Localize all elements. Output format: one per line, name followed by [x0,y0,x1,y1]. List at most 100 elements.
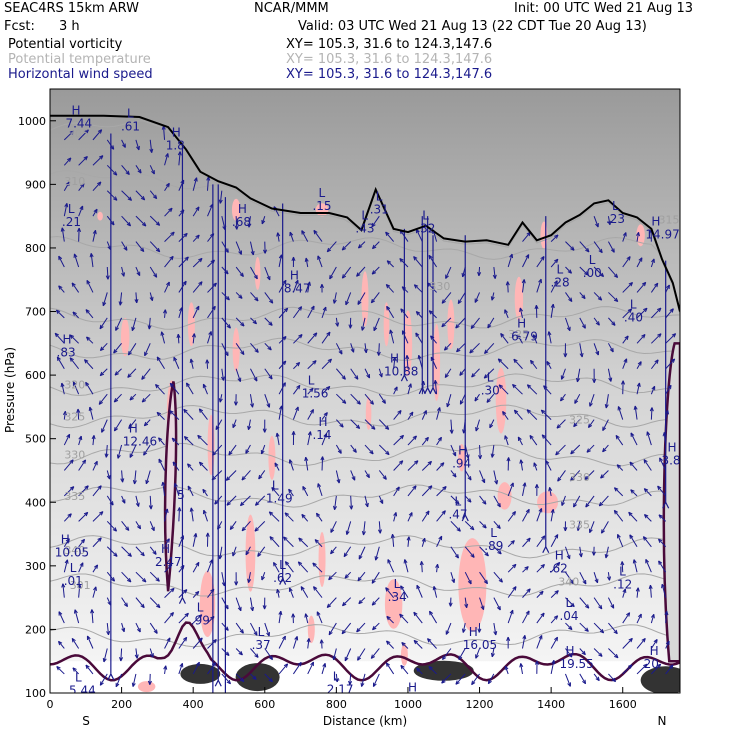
wind-arrowhead [113,196,118,201]
wind-vector [593,648,603,657]
wind-arrowhead [113,426,118,432]
wind-arrowhead [610,248,615,253]
wind-arrowhead [512,563,517,569]
wind-vector [172,461,180,471]
wind-arrowhead [613,629,618,635]
wind-vector [261,444,266,455]
wind-vector [307,409,314,420]
wind-vector [636,334,646,344]
wind-arrowhead [356,628,361,633]
wind-arrowhead [80,183,85,188]
wind-arrowhead [254,653,259,658]
field-wind-name: Horizontal wind speed [8,67,153,82]
wind-vector [665,358,676,370]
theta-label: 325 [64,410,85,423]
pv-pink-blob [447,299,455,349]
wind-vector [636,307,648,319]
wind-vector [245,444,251,454]
wind-arrowhead [399,613,404,619]
wind-arrowhead [257,552,262,557]
wind-vector [78,485,89,497]
wind-vector [421,538,426,547]
wind-arrowhead [304,257,309,263]
pv-extremum-value: 10.05 [55,546,89,560]
wind-arrowhead [365,473,370,479]
wind-vector [149,648,154,658]
wind-arrowhead [247,223,252,228]
wind-arrowhead [84,359,89,364]
wind-arrowhead [229,525,234,530]
wind-arrowhead [317,483,322,488]
wind-vector [121,241,128,251]
pv-extremum-value: .62 [273,571,292,585]
wind-vector [522,482,526,497]
pv-extremum-value: .34 [388,590,407,604]
wind-vector [536,564,545,573]
wind-arrowhead [444,373,449,378]
wind-arrowhead [425,510,430,515]
wind-vector [636,382,640,395]
wind-arrowhead [73,253,78,258]
wind-vector [633,559,638,573]
wind-vector [58,611,65,624]
wind-arrowhead [98,155,104,160]
wind-vector [491,444,495,458]
wind-vector [584,470,595,481]
wind-vector [455,317,466,329]
wind-vector [593,597,603,610]
wind-arrowhead [295,361,301,367]
pv-extremum-type: H [318,415,327,429]
pv-extremum-value: .43 [355,221,374,235]
wind-arrowhead [513,358,518,364]
wind-arrowhead [602,426,607,431]
wind-vector [622,335,629,344]
wind-vector [135,215,147,227]
wind-arrowhead [97,181,102,186]
wind-arrowhead [143,451,148,456]
wind-arrowhead [600,474,605,479]
wind-vector [536,256,545,268]
wind-arrowhead [666,284,670,290]
wind-vector [593,241,603,254]
wind-vector [378,470,387,480]
pv-extremum-value: 8.47 [284,282,311,296]
wind-arrowhead [150,653,154,658]
wind-arrowhead [93,460,98,466]
wind-arrowhead [529,359,535,365]
wind-vector [622,638,633,649]
wind-vector [622,282,633,293]
wind-arrowhead [568,625,573,631]
wind-arrowhead [64,559,69,564]
wind-vector [649,585,652,598]
wind-arrowhead [173,356,178,362]
wind-vector [73,253,80,268]
wind-arrowhead [341,246,347,251]
wind-vector [143,419,151,427]
wind-arrowhead [458,655,463,661]
wind-arrowhead [622,588,627,593]
wind-vector [378,521,381,534]
wind-vector [579,292,586,299]
wind-arrowhead [296,384,301,390]
wind-arrowhead [532,334,537,339]
wind-vector [530,359,538,370]
wind-arrowhead [169,382,175,388]
wind-vector [92,537,102,548]
wind-vector [135,241,145,252]
wind-vector [317,483,323,497]
wind-arrowhead [81,459,87,464]
wind-arrowhead [147,325,152,330]
wind-vector [207,305,216,319]
wind-vector [307,360,317,370]
wind-arrowhead [101,428,105,433]
wind-arrowhead [435,563,440,569]
wind-vector [512,384,523,395]
wind-arrowhead [86,635,91,640]
wind-arrowhead [250,606,255,612]
wind-vector [71,282,80,293]
wind-vector [378,368,383,378]
wind-arrowhead [99,681,104,686]
pv-pink-blob [268,435,276,480]
wind-arrowhead [513,409,519,415]
wind-vector [407,536,410,547]
